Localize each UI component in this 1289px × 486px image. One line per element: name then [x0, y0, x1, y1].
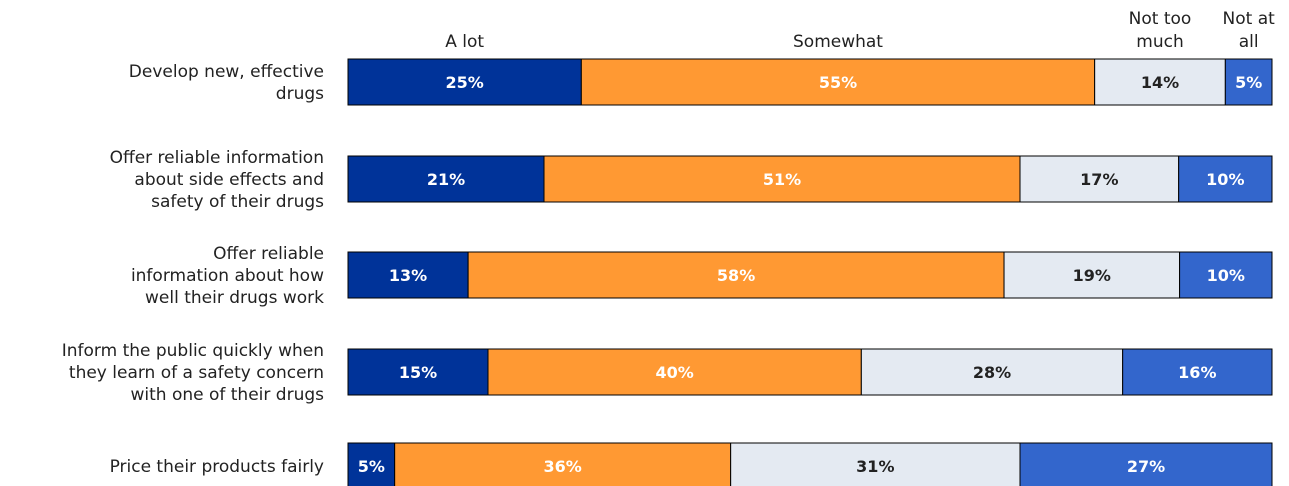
data-label: 27%	[1127, 457, 1165, 476]
data-label: 19%	[1073, 266, 1111, 285]
bar-segment	[1019, 155, 1180, 203]
legend: A lot Somewhat Not too much Not at all	[445, 9, 1275, 52]
bar-segment	[1178, 155, 1273, 203]
bar-segment	[347, 155, 545, 203]
legend-entry: Not too much	[1129, 9, 1192, 52]
data-label: 5%	[1235, 73, 1262, 92]
bar-segment	[1122, 348, 1273, 396]
legend-entry: Not at all	[1223, 9, 1276, 52]
data-label: 51%	[763, 170, 801, 189]
bar-row-1: 25% 55% 14% 5%	[347, 58, 1273, 106]
category-label-line: Develop new, effective	[129, 62, 324, 82]
data-label: 25%	[446, 73, 484, 92]
bar-segment	[347, 348, 489, 396]
category-label-line: they learn of a safety concern	[69, 363, 324, 383]
data-label: 40%	[656, 363, 694, 382]
data-label: 15%	[399, 363, 437, 382]
bars: 25% 55% 14% 5% 21% 51% 17% 10% 13% 58% 19% 10% 15% 40…	[347, 58, 1273, 486]
bar-segment	[1179, 251, 1273, 299]
data-label: 13%	[389, 266, 427, 285]
bar-segment	[1019, 442, 1273, 486]
bar-row-5: 5% 36% 31% 27%	[347, 442, 1273, 486]
category-label-line: Offer reliable	[213, 244, 324, 264]
bar-segment	[730, 442, 1021, 486]
category-label-line: about side effects and	[134, 170, 324, 190]
category-label-line: Inform the public quickly when	[62, 341, 324, 361]
bar-segment	[543, 155, 1021, 203]
bar-segment	[1224, 58, 1273, 106]
category-label-line: Price their products fairly	[110, 457, 324, 477]
category-label-line: well their drugs work	[145, 288, 324, 308]
legend-label: Somewhat	[793, 32, 883, 52]
legend-label: much	[1136, 32, 1183, 52]
data-label: 14%	[1141, 73, 1179, 92]
legend-label: all	[1239, 32, 1259, 52]
bar-segment	[347, 251, 469, 299]
category-label-line: information about how	[131, 266, 324, 286]
data-label: 55%	[819, 73, 857, 92]
category-label-line: safety of their drugs	[151, 192, 324, 212]
bar-segment	[1094, 58, 1226, 106]
data-label: 10%	[1206, 170, 1244, 189]
legend-label: A lot	[445, 32, 484, 52]
legend-label: Not too	[1129, 9, 1192, 29]
data-label: 21%	[427, 170, 465, 189]
bar-segment	[347, 58, 582, 106]
data-label: 36%	[544, 457, 582, 476]
legend-entry: A lot	[445, 32, 484, 52]
data-label: 16%	[1178, 363, 1216, 382]
data-label: 10%	[1207, 266, 1245, 285]
legend-entry: Somewhat	[793, 32, 883, 52]
data-label: 17%	[1080, 170, 1118, 189]
data-label: 28%	[973, 363, 1011, 382]
bar-row-2: 21% 51% 17% 10%	[347, 155, 1273, 203]
category-label-line: drugs	[276, 84, 324, 104]
bar-segment	[580, 58, 1096, 106]
bar-segment	[347, 442, 396, 486]
legend-label: Not at	[1223, 9, 1276, 29]
category-label-line: with one of their drugs	[130, 385, 324, 405]
data-label: 58%	[717, 266, 755, 285]
bar-row-4: 15% 40% 28% 16%	[347, 348, 1273, 396]
bar-segment	[467, 251, 1005, 299]
data-label: 5%	[358, 457, 385, 476]
bar-segment	[487, 348, 862, 396]
data-label: 31%	[856, 457, 894, 476]
bar-row-3: 13% 58% 19% 10%	[347, 251, 1273, 299]
category-label-line: Offer reliable information	[110, 148, 324, 168]
category-label: Price their products fairly	[110, 457, 324, 477]
